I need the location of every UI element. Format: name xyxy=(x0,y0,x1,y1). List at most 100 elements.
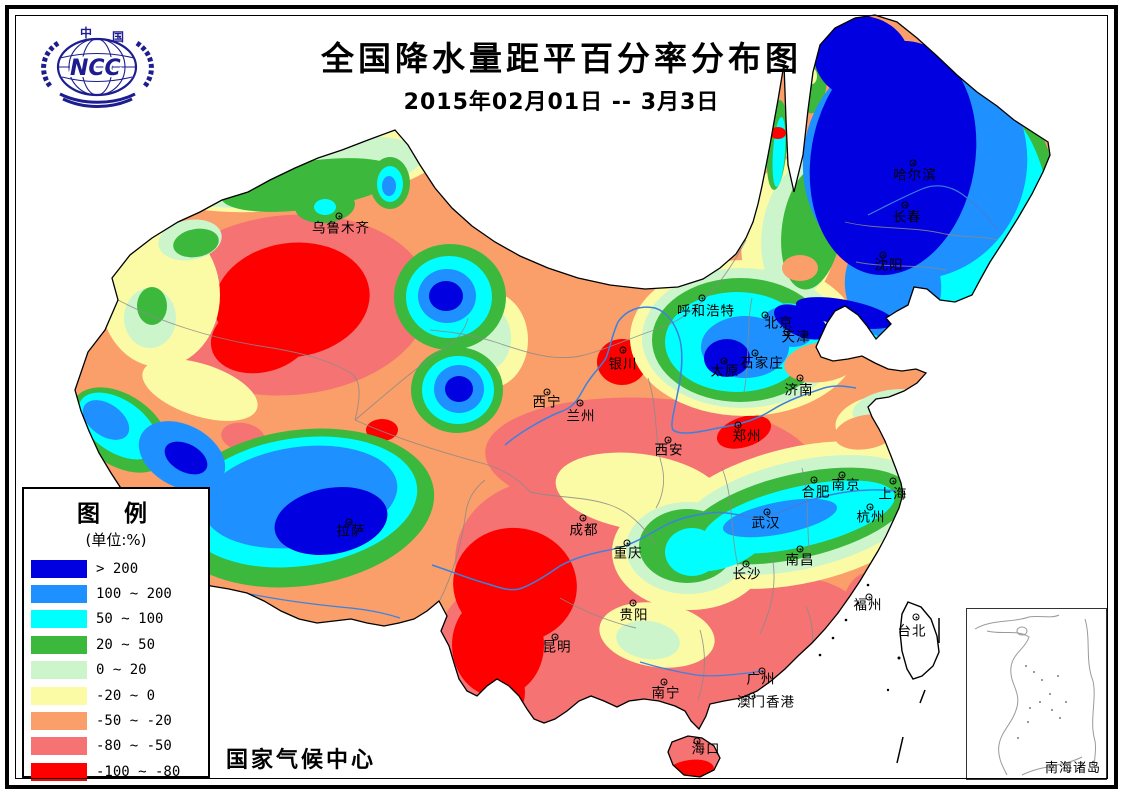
city-marker xyxy=(912,613,920,621)
legend-label: > 200 xyxy=(96,560,139,577)
city-marker xyxy=(579,514,587,522)
city-label: 南昌 xyxy=(785,552,815,569)
city-label: 昆明 xyxy=(542,639,572,656)
city-marker xyxy=(748,692,756,700)
city-marker xyxy=(796,545,804,553)
legend-swatch xyxy=(31,661,87,680)
legend-row: > 200 xyxy=(24,556,208,581)
city-label: 拉萨 xyxy=(336,523,366,540)
logo-acronym: NCC xyxy=(70,56,121,81)
city-label: 哈尔滨 xyxy=(893,167,937,184)
city-marker xyxy=(866,503,874,511)
legend-label: -50 ~ -20 xyxy=(96,713,172,730)
legend-swatch xyxy=(31,737,87,756)
city-label: 郑州 xyxy=(732,428,762,445)
inset-label: 南海诸岛 xyxy=(1044,761,1101,776)
city-marker xyxy=(889,477,897,485)
legend-label: 50 ~ 100 xyxy=(96,611,164,628)
city-label: 海口 xyxy=(691,741,721,758)
city-marker xyxy=(909,159,917,167)
city-marker xyxy=(783,328,791,336)
legend-swatch xyxy=(31,635,87,654)
legend-row: 100 ~ 200 xyxy=(24,581,208,606)
city-marker xyxy=(838,471,846,479)
city-label: 南京 xyxy=(831,477,861,494)
city-label: 台北 xyxy=(897,623,927,640)
city-label: 乌鲁木齐 xyxy=(312,220,370,237)
city-marker xyxy=(664,436,672,444)
legend-label: 100 ~ 200 xyxy=(96,586,172,603)
city-marker xyxy=(619,346,627,354)
city-marker xyxy=(335,212,343,220)
city-label: 太原 xyxy=(710,363,740,380)
city-marker xyxy=(879,251,887,259)
logo-char-left: 中 xyxy=(80,25,92,40)
city-label: 成都 xyxy=(569,522,599,539)
city-marker xyxy=(576,399,584,407)
city-label: 南宁 xyxy=(651,685,681,702)
legend-swatch xyxy=(31,686,87,705)
city-label: 北京 xyxy=(764,315,794,332)
legend-label: -100 ~ -80 xyxy=(96,763,181,780)
legend-swatch xyxy=(31,712,87,731)
city-label: 长沙 xyxy=(732,566,762,583)
rivers xyxy=(249,185,999,677)
south-china-sea-inset: 南海诸岛 xyxy=(966,608,1107,780)
legend-row: 0 ~ 20 xyxy=(24,658,208,683)
ncc-logo: 中 国 NCC xyxy=(41,25,154,108)
city-marker xyxy=(865,593,873,601)
city-label: 重庆 xyxy=(613,545,643,562)
city-label: 银川 xyxy=(608,356,638,373)
city-marker xyxy=(543,388,551,396)
city-label: 呼和浩特 xyxy=(677,303,735,320)
city-label: 石家庄 xyxy=(740,355,784,372)
legend-swatch xyxy=(31,762,87,781)
inset-island-dots xyxy=(1017,665,1067,739)
city-label: 兰州 xyxy=(566,408,596,425)
credit-text: 国家气候中心 xyxy=(226,748,377,773)
map-title: 全国降水量距平百分率分布图 xyxy=(321,39,802,78)
city-label: 天津 xyxy=(781,329,811,346)
city-label: 西宁 xyxy=(532,394,562,411)
city-label: 济南 xyxy=(784,382,814,399)
city-marker xyxy=(629,599,637,607)
city-marker xyxy=(720,357,728,365)
map-date-range: 2015年02月01日 -- 3月3日 xyxy=(403,90,720,115)
taiwan-island xyxy=(899,601,940,680)
city-label: 沈阳 xyxy=(874,257,904,274)
legend-items: > 200 100 ~ 200 50 ~ 100 20 ~ 50 0 ~ 20 -20 ~… xyxy=(24,556,208,785)
legend-row: -20 ~ 0 xyxy=(24,683,208,708)
city-marker xyxy=(796,374,804,382)
city-marker xyxy=(693,737,701,745)
legend-swatch xyxy=(31,559,87,578)
city-label: 澳门香港 xyxy=(737,694,795,711)
city-label: 上海 xyxy=(878,486,908,503)
legend-row: 50 ~ 100 xyxy=(24,607,208,632)
city-marker xyxy=(660,678,668,686)
city-marker xyxy=(763,508,771,516)
legend-title: 图 例 xyxy=(76,501,155,527)
legend-swatch xyxy=(31,585,87,604)
legend-row: -100 ~ -80 xyxy=(24,759,208,784)
city-marker xyxy=(810,476,818,484)
city-marker xyxy=(758,667,766,675)
logo-char-right: 国 xyxy=(112,30,124,44)
city-label: 武汉 xyxy=(751,515,781,532)
dash-line-segments xyxy=(896,618,940,764)
city-marker xyxy=(761,311,769,319)
china-outline xyxy=(74,14,1051,778)
inset-coastlines xyxy=(974,614,1097,776)
legend-box: 图 例 (单位:%) > 200 100 ~ 200 50 ~ 100 20 ~ 50… xyxy=(22,487,210,781)
city-label: 广州 xyxy=(746,671,776,688)
city-label: 西安 xyxy=(654,442,684,459)
city-marker xyxy=(698,294,706,302)
city-marker xyxy=(345,518,353,526)
city-marker xyxy=(623,539,631,547)
legend-row: 20 ~ 50 xyxy=(24,632,208,657)
city-label: 贵阳 xyxy=(619,607,649,624)
legend-label: -80 ~ -50 xyxy=(96,738,172,755)
city-label: 福州 xyxy=(853,597,883,614)
city-marker xyxy=(551,633,559,641)
